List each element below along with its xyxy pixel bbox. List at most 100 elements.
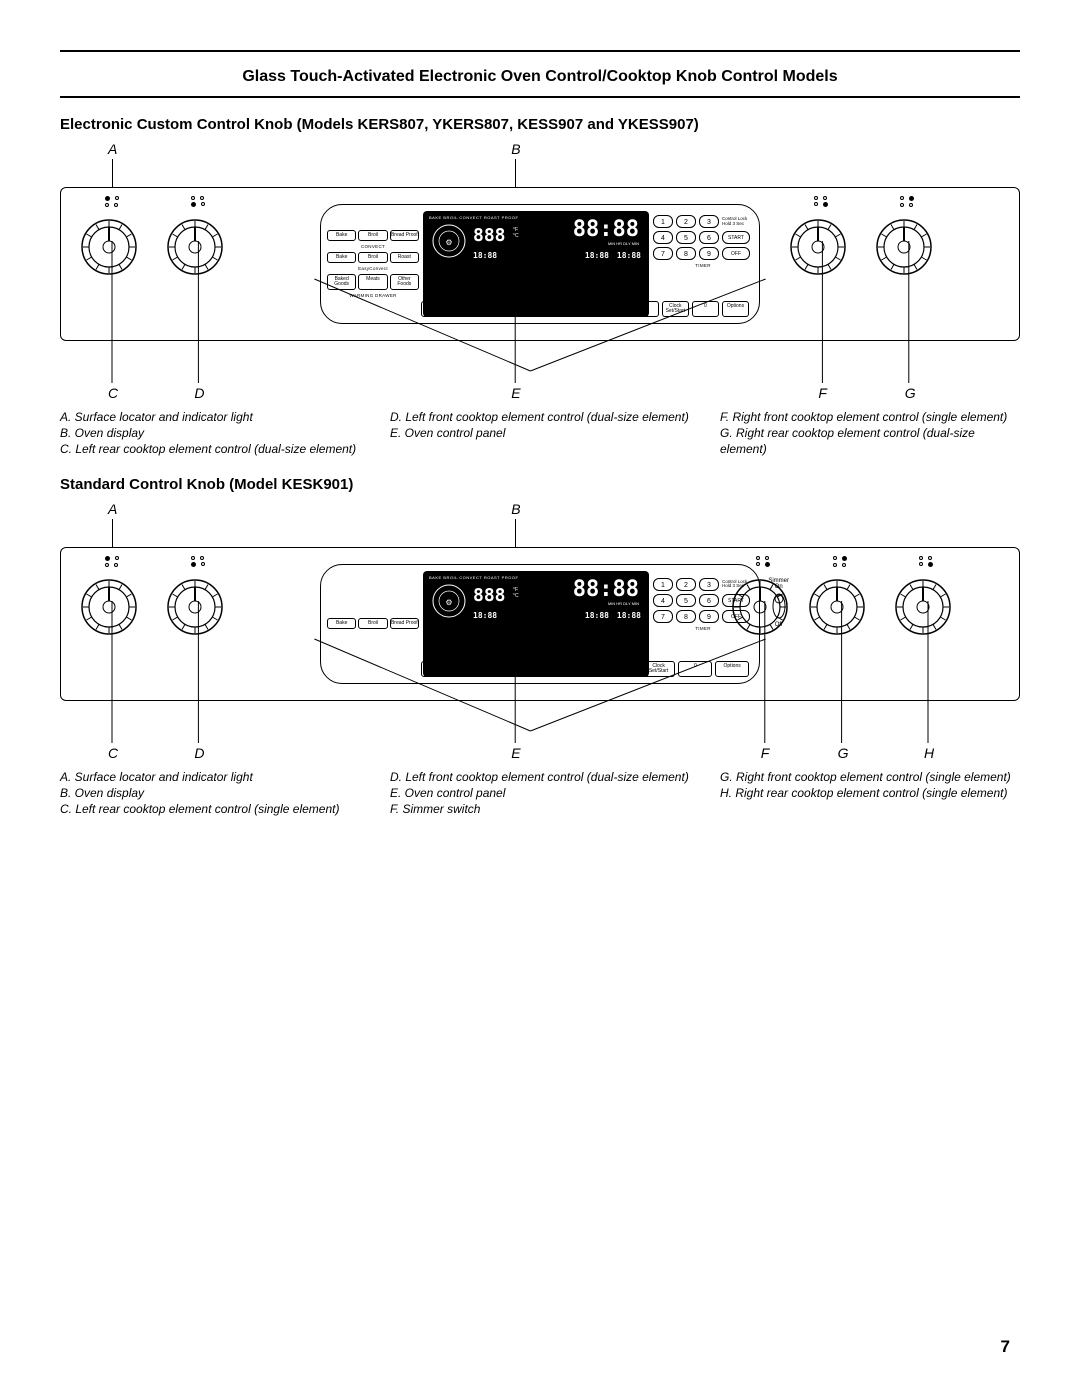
cooktop-knob[interactable] bbox=[789, 218, 847, 281]
bottom-button[interactable]: Oven Light bbox=[421, 661, 455, 677]
keypad-4[interactable]: 4 bbox=[653, 594, 673, 607]
cooktop-knob[interactable] bbox=[166, 578, 224, 641]
callout-C: C bbox=[108, 745, 118, 761]
mode-button[interactable]: Bread Proof bbox=[390, 230, 419, 241]
keypad-2[interactable]: 2 bbox=[676, 215, 696, 228]
callout-G: G bbox=[905, 385, 916, 401]
section2-heading: Standard Control Knob (Model KESK901) bbox=[60, 476, 1020, 493]
cooktop-knob[interactable] bbox=[80, 578, 138, 641]
callout-F: F bbox=[761, 745, 770, 761]
bottom-button[interactable]: Clock Set/Start bbox=[642, 661, 676, 677]
mode-button[interactable]: Bake bbox=[327, 230, 356, 241]
mode-button[interactable]: Bake bbox=[327, 252, 356, 263]
bottom-button[interactable]: Options bbox=[722, 301, 749, 317]
keypad-4[interactable]: 4 bbox=[653, 231, 673, 244]
cooktop-knob[interactable] bbox=[166, 218, 224, 281]
keypad-7[interactable]: 7 bbox=[653, 610, 673, 623]
keypad-9[interactable]: 9 bbox=[699, 247, 719, 260]
bottom-button[interactable]: Off bbox=[632, 301, 659, 317]
rule-line bbox=[60, 50, 1020, 52]
mode-button[interactable]: Broil bbox=[358, 230, 387, 241]
bottom-button[interactable]: 0 bbox=[692, 301, 719, 317]
keypad-start[interactable]: START bbox=[722, 231, 750, 244]
legend-2: A. Surface locator and indicator lightB.… bbox=[60, 769, 1020, 818]
keypad-1[interactable]: 1 bbox=[653, 578, 673, 591]
legend-line: A. Surface locator and indicator light bbox=[60, 769, 360, 785]
mode-button[interactable]: Broil bbox=[358, 252, 387, 263]
control-panel-outline: BakeBroilBread ProofCONVECTBakeBroilRoas… bbox=[60, 187, 1020, 341]
rule-line bbox=[60, 96, 1020, 98]
oven-control-panel: BakeBroilBread ProofCONVECTBakeBroilRoas… bbox=[320, 204, 760, 324]
keypad-8[interactable]: 8 bbox=[676, 610, 696, 623]
legend-line: E. Oven control panel bbox=[390, 785, 690, 801]
legend-line: F. Simmer switch bbox=[390, 801, 690, 817]
callout-H: H bbox=[924, 745, 934, 761]
legend-line: G. Right front cooktop element control (… bbox=[720, 769, 1020, 785]
mode-button[interactable]: Other Foods bbox=[390, 274, 419, 290]
keypad-2[interactable]: 2 bbox=[676, 578, 696, 591]
figure-1: AB BakeBroilBread ProofCONVECTBakeBroilR… bbox=[60, 141, 1020, 401]
callout-G: G bbox=[838, 745, 849, 761]
figure-2: AB BakeBroilBread Proof BAKE BROIL bbox=[60, 501, 1020, 761]
keypad-8[interactable]: 8 bbox=[676, 247, 696, 260]
callout-C: C bbox=[108, 385, 118, 401]
legend-line: C. Left rear cooktop element control (du… bbox=[60, 441, 360, 457]
keypad-start[interactable]: START bbox=[722, 594, 750, 607]
keypad-6[interactable]: 6 bbox=[699, 594, 719, 607]
section1-heading: Electronic Custom Control Knob (Models K… bbox=[60, 116, 1020, 133]
bottom-button[interactable]: Set/ Start bbox=[568, 661, 602, 677]
cooktop-knob[interactable] bbox=[894, 578, 952, 641]
legend-line: C. Left rear cooktop element control (si… bbox=[60, 801, 360, 817]
legend-line: F. Right front cooktop element control (… bbox=[720, 409, 1020, 425]
keypad-5[interactable]: 5 bbox=[676, 594, 696, 607]
callout-A: A bbox=[108, 141, 117, 157]
keypad-3[interactable]: 3 bbox=[699, 578, 719, 591]
mode-button[interactable]: Roast bbox=[390, 252, 419, 263]
bottom-button[interactable]: On bbox=[421, 301, 448, 317]
bottom-button[interactable]: Cook Time bbox=[541, 301, 568, 317]
keypad-5[interactable]: 5 bbox=[676, 231, 696, 244]
cooktop-knob[interactable] bbox=[808, 578, 866, 641]
timer-label: TIMER bbox=[653, 626, 753, 631]
keypad-1[interactable]: 1 bbox=[653, 215, 673, 228]
keypad-label: Control Lock Hold 3 Sec bbox=[722, 580, 750, 589]
keypad-9[interactable]: 9 bbox=[699, 610, 719, 623]
legend-line: H. Right rear cooktop element control (s… bbox=[720, 785, 1020, 801]
keypad-6[interactable]: 6 bbox=[699, 231, 719, 244]
bottom-button[interactable]: Off bbox=[451, 301, 478, 317]
bottom-button[interactable]: 0 bbox=[678, 661, 712, 677]
callout-lines bbox=[60, 701, 1020, 745]
keypad-7[interactable]: 7 bbox=[653, 247, 673, 260]
mode-button[interactable]: Bake bbox=[327, 618, 356, 629]
control-panel-outline: BakeBroilBread Proof BAKE BROIL CONVECT … bbox=[60, 547, 1020, 701]
bottom-button[interactable]: Stop Time bbox=[571, 301, 598, 317]
svg-text:⚙: ⚙ bbox=[445, 598, 452, 607]
simmer-switch[interactable]: SimmerOn Off bbox=[768, 578, 789, 628]
bottom-button[interactable]: Cook Time bbox=[495, 661, 529, 677]
oven-control-panel: BakeBroilBread Proof BAKE BROIL CONVECT … bbox=[320, 564, 760, 684]
bottom-button[interactable]: Set/ Start bbox=[602, 301, 629, 317]
keypad-3[interactable]: 3 bbox=[699, 215, 719, 228]
keypad-off[interactable]: OFF bbox=[722, 610, 750, 623]
callout-B: B bbox=[511, 501, 520, 517]
callout-E: E bbox=[511, 385, 520, 401]
cooktop-knob[interactable] bbox=[80, 218, 138, 281]
mode-button[interactable]: Meats bbox=[358, 274, 387, 290]
callout-F: F bbox=[818, 385, 827, 401]
bottom-button[interactable]: Oven Light bbox=[481, 301, 508, 317]
bottom-button[interactable]: Stop Time bbox=[531, 661, 565, 677]
keypad-off[interactable]: OFF bbox=[722, 247, 750, 260]
bottom-button[interactable]: Options bbox=[715, 661, 749, 677]
cooktop-knob[interactable] bbox=[875, 218, 933, 281]
bottom-button[interactable]: Off bbox=[605, 661, 639, 677]
legend-line: A. Surface locator and indicator light bbox=[60, 409, 360, 425]
mode-button[interactable]: Baked Goods bbox=[327, 274, 356, 290]
callout-lines bbox=[60, 341, 1020, 385]
mode-button[interactable]: Broil bbox=[358, 618, 387, 629]
bottom-button[interactable]: Self Clean bbox=[458, 661, 492, 677]
mode-button[interactable]: Bread Proof bbox=[390, 618, 419, 629]
callout-A: A bbox=[108, 501, 117, 517]
legend-line: E. Oven control panel bbox=[390, 425, 690, 441]
callout-E: E bbox=[511, 745, 520, 761]
legend-line: D. Left front cooktop element control (d… bbox=[390, 769, 690, 785]
